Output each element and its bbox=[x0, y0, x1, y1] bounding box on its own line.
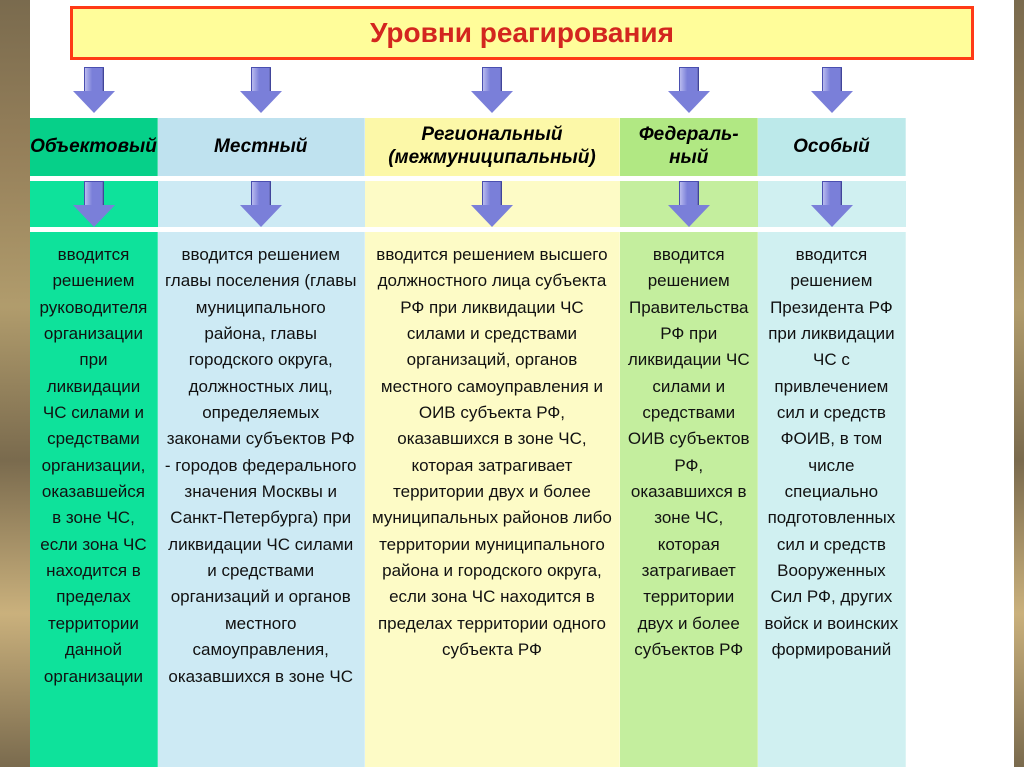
column-header: Региональный (межмуниципальный) bbox=[365, 118, 621, 176]
column-header-label: Региональный (межмуниципальный) bbox=[369, 124, 616, 170]
arrow-down-icon bbox=[471, 181, 513, 227]
arrow-cell bbox=[758, 181, 906, 227]
column-body: вводится решением Президента РФ при ликв… bbox=[758, 232, 906, 767]
filler bbox=[906, 118, 1014, 176]
column-header: Особый bbox=[758, 118, 906, 176]
column-header-label: Федераль-ный bbox=[624, 124, 753, 170]
arrow-cell bbox=[158, 181, 365, 227]
arrow-down-icon bbox=[668, 181, 710, 227]
column-body-text: вводится решением руководителя организац… bbox=[40, 245, 148, 686]
column-body-text: вводится решением Президента РФ при ликв… bbox=[765, 245, 899, 659]
column-header: Федераль-ный bbox=[620, 118, 758, 176]
column-header: Местный bbox=[158, 118, 365, 176]
arrow-down-icon bbox=[73, 67, 115, 113]
arrow-down-icon bbox=[811, 181, 853, 227]
decorative-right-strip bbox=[1014, 0, 1024, 767]
arrow-cell bbox=[620, 181, 758, 227]
decorative-left-strip bbox=[0, 0, 30, 767]
arrow-cell bbox=[365, 181, 621, 227]
column-body-text: вводится решением высшего должностного л… bbox=[372, 245, 612, 659]
title-banner: Уровни реагирования bbox=[70, 6, 974, 60]
column-header: Объектовый bbox=[30, 118, 158, 176]
column-header-label: Местный bbox=[214, 136, 307, 159]
arrow-cell bbox=[620, 67, 758, 113]
arrow-down-icon bbox=[471, 67, 513, 113]
column-body: вводится решением руководителя организац… bbox=[30, 232, 158, 767]
column-header-label: Объектовый bbox=[30, 136, 157, 159]
column-body-text: вводится решением Правительства РФ при л… bbox=[628, 245, 750, 659]
arrow-down-icon bbox=[811, 67, 853, 113]
arrow-down-icon bbox=[73, 181, 115, 227]
arrow-row-top bbox=[30, 62, 1014, 118]
column-body: вводится решением Правительства РФ при л… bbox=[620, 232, 758, 767]
body-row: вводится решением руководителя организац… bbox=[30, 232, 1014, 767]
header-row: Объектовый Местный Региональный (межмуници… bbox=[30, 118, 1014, 176]
column-body: вводится решением главы поселения (главы… bbox=[158, 232, 365, 767]
arrow-cell bbox=[30, 67, 158, 113]
arrow-cell bbox=[158, 67, 365, 113]
page-container: Уровни реагирования Объектовый Местный Рег… bbox=[30, 0, 1014, 767]
column-body-text: вводится решением главы поселения (главы… bbox=[165, 245, 357, 686]
filler bbox=[906, 232, 1014, 767]
arrow-row-bottom bbox=[30, 176, 1014, 232]
title-text: Уровни реагирования bbox=[370, 17, 674, 48]
arrow-down-icon bbox=[240, 181, 282, 227]
arrow-down-icon bbox=[668, 67, 710, 113]
arrow-down-icon bbox=[240, 67, 282, 113]
column-body: вводится решением высшего должностного л… bbox=[365, 232, 621, 767]
arrow-cell bbox=[758, 67, 906, 113]
arrow-cell bbox=[365, 67, 621, 113]
column-header-label: Особый bbox=[793, 136, 870, 159]
arrow-cell bbox=[30, 181, 158, 227]
